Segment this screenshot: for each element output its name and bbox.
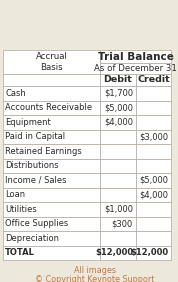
Bar <box>3 100 100 115</box>
Bar <box>100 217 136 231</box>
Text: $12,000: $12,000 <box>95 248 133 257</box>
Bar <box>100 129 136 144</box>
Text: Distributions: Distributions <box>5 161 59 170</box>
Bar <box>3 144 100 158</box>
Text: As of December 31: As of December 31 <box>94 64 177 73</box>
Bar <box>100 144 136 158</box>
Bar <box>136 188 171 202</box>
Bar <box>136 115 171 129</box>
Bar <box>3 74 100 86</box>
Bar <box>3 231 100 246</box>
Text: Cash: Cash <box>5 89 26 98</box>
Bar <box>136 74 171 86</box>
Text: $4,000: $4,000 <box>139 190 168 199</box>
Text: Utilities: Utilities <box>5 205 37 214</box>
Bar <box>100 115 136 129</box>
Text: Debit: Debit <box>104 76 132 85</box>
Text: $300: $300 <box>112 219 133 228</box>
Text: $12,000: $12,000 <box>130 248 168 257</box>
Bar <box>100 202 136 217</box>
Bar <box>3 202 100 217</box>
Text: Depreciation: Depreciation <box>5 234 59 243</box>
Text: $5,000: $5,000 <box>104 103 133 112</box>
Text: $1,000: $1,000 <box>104 205 133 214</box>
Text: $5,000: $5,000 <box>139 176 168 185</box>
Bar <box>136 173 171 188</box>
Bar <box>3 86 100 100</box>
Bar <box>100 50 171 63</box>
Bar <box>100 63 171 74</box>
Text: © Copyright Keynote Support: © Copyright Keynote Support <box>35 275 155 282</box>
Text: Income / Sales: Income / Sales <box>5 176 67 185</box>
Bar <box>100 173 136 188</box>
Bar <box>136 158 171 173</box>
Bar <box>100 246 136 260</box>
Bar <box>100 100 136 115</box>
Text: Equipment: Equipment <box>5 118 51 127</box>
Bar <box>3 246 100 260</box>
Text: $4,000: $4,000 <box>104 118 133 127</box>
Bar <box>136 231 171 246</box>
Bar <box>100 231 136 246</box>
Bar <box>3 129 100 144</box>
Text: Credit: Credit <box>137 76 170 85</box>
Text: Retained Earnings: Retained Earnings <box>5 147 82 156</box>
Text: Office Supplies: Office Supplies <box>5 219 68 228</box>
Bar <box>3 158 100 173</box>
Bar <box>100 188 136 202</box>
Text: Accounts Receivable: Accounts Receivable <box>5 103 92 112</box>
Text: All images: All images <box>74 266 116 275</box>
Text: Trial Balance: Trial Balance <box>98 52 173 61</box>
Bar <box>136 144 171 158</box>
Bar <box>3 188 100 202</box>
Bar <box>136 86 171 100</box>
Bar <box>100 158 136 173</box>
Text: $1,700: $1,700 <box>104 89 133 98</box>
Text: Accrual
Basis: Accrual Basis <box>36 52 67 72</box>
Bar <box>136 217 171 231</box>
Bar <box>136 202 171 217</box>
Bar <box>3 115 100 129</box>
Text: $3,000: $3,000 <box>139 132 168 141</box>
Text: Loan: Loan <box>5 190 25 199</box>
Text: Paid in Capital: Paid in Capital <box>5 132 65 141</box>
Bar <box>136 100 171 115</box>
Bar <box>100 74 136 86</box>
Bar <box>136 129 171 144</box>
Bar <box>100 86 136 100</box>
Bar <box>3 217 100 231</box>
Bar <box>3 173 100 188</box>
Text: TOTAL: TOTAL <box>5 248 35 257</box>
Bar <box>136 246 171 260</box>
Bar <box>3 50 100 74</box>
